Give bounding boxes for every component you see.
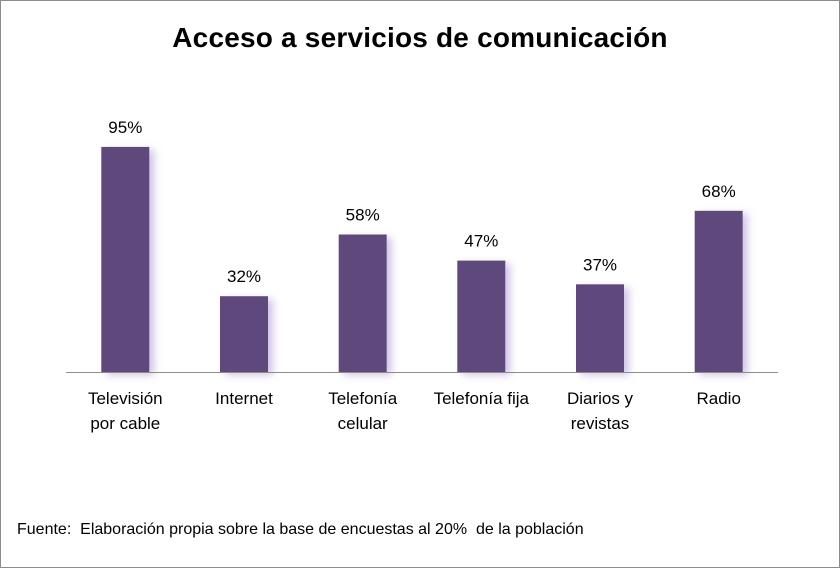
- category-tick-label: Internet: [215, 389, 273, 408]
- data-label: 32%: [227, 267, 261, 286]
- category-tick-label: Diarios y revistas: [567, 389, 634, 433]
- category-tick-label: Telefonía fija: [434, 389, 530, 408]
- category-tick-label: Televisión por cable: [88, 389, 163, 433]
- bar: [101, 146, 150, 372]
- chart-title: Acceso a servicios de comunicación: [172, 22, 668, 53]
- bar: [694, 210, 743, 372]
- bars-layer: [101, 146, 743, 372]
- labels-layer: 95% 32% 58% 47% 37% 68%: [108, 118, 735, 286]
- data-label: 95%: [108, 118, 142, 137]
- bar: [338, 234, 387, 372]
- tick-labels-layer: Televisión por cable Internet Telefonía celu…: [88, 389, 741, 433]
- bar: [576, 284, 624, 372]
- data-label: 68%: [702, 182, 736, 201]
- data-label: 47%: [464, 232, 498, 251]
- category-tick-label: Telefonía celular: [328, 389, 398, 433]
- data-label: 37%: [583, 255, 617, 274]
- source-note: Fuente: Elaboración propia sobre la base…: [17, 521, 584, 538]
- bar: [457, 260, 506, 372]
- category-tick-label: Radio: [696, 389, 740, 408]
- bar: [220, 296, 268, 372]
- data-label: 58%: [346, 206, 380, 225]
